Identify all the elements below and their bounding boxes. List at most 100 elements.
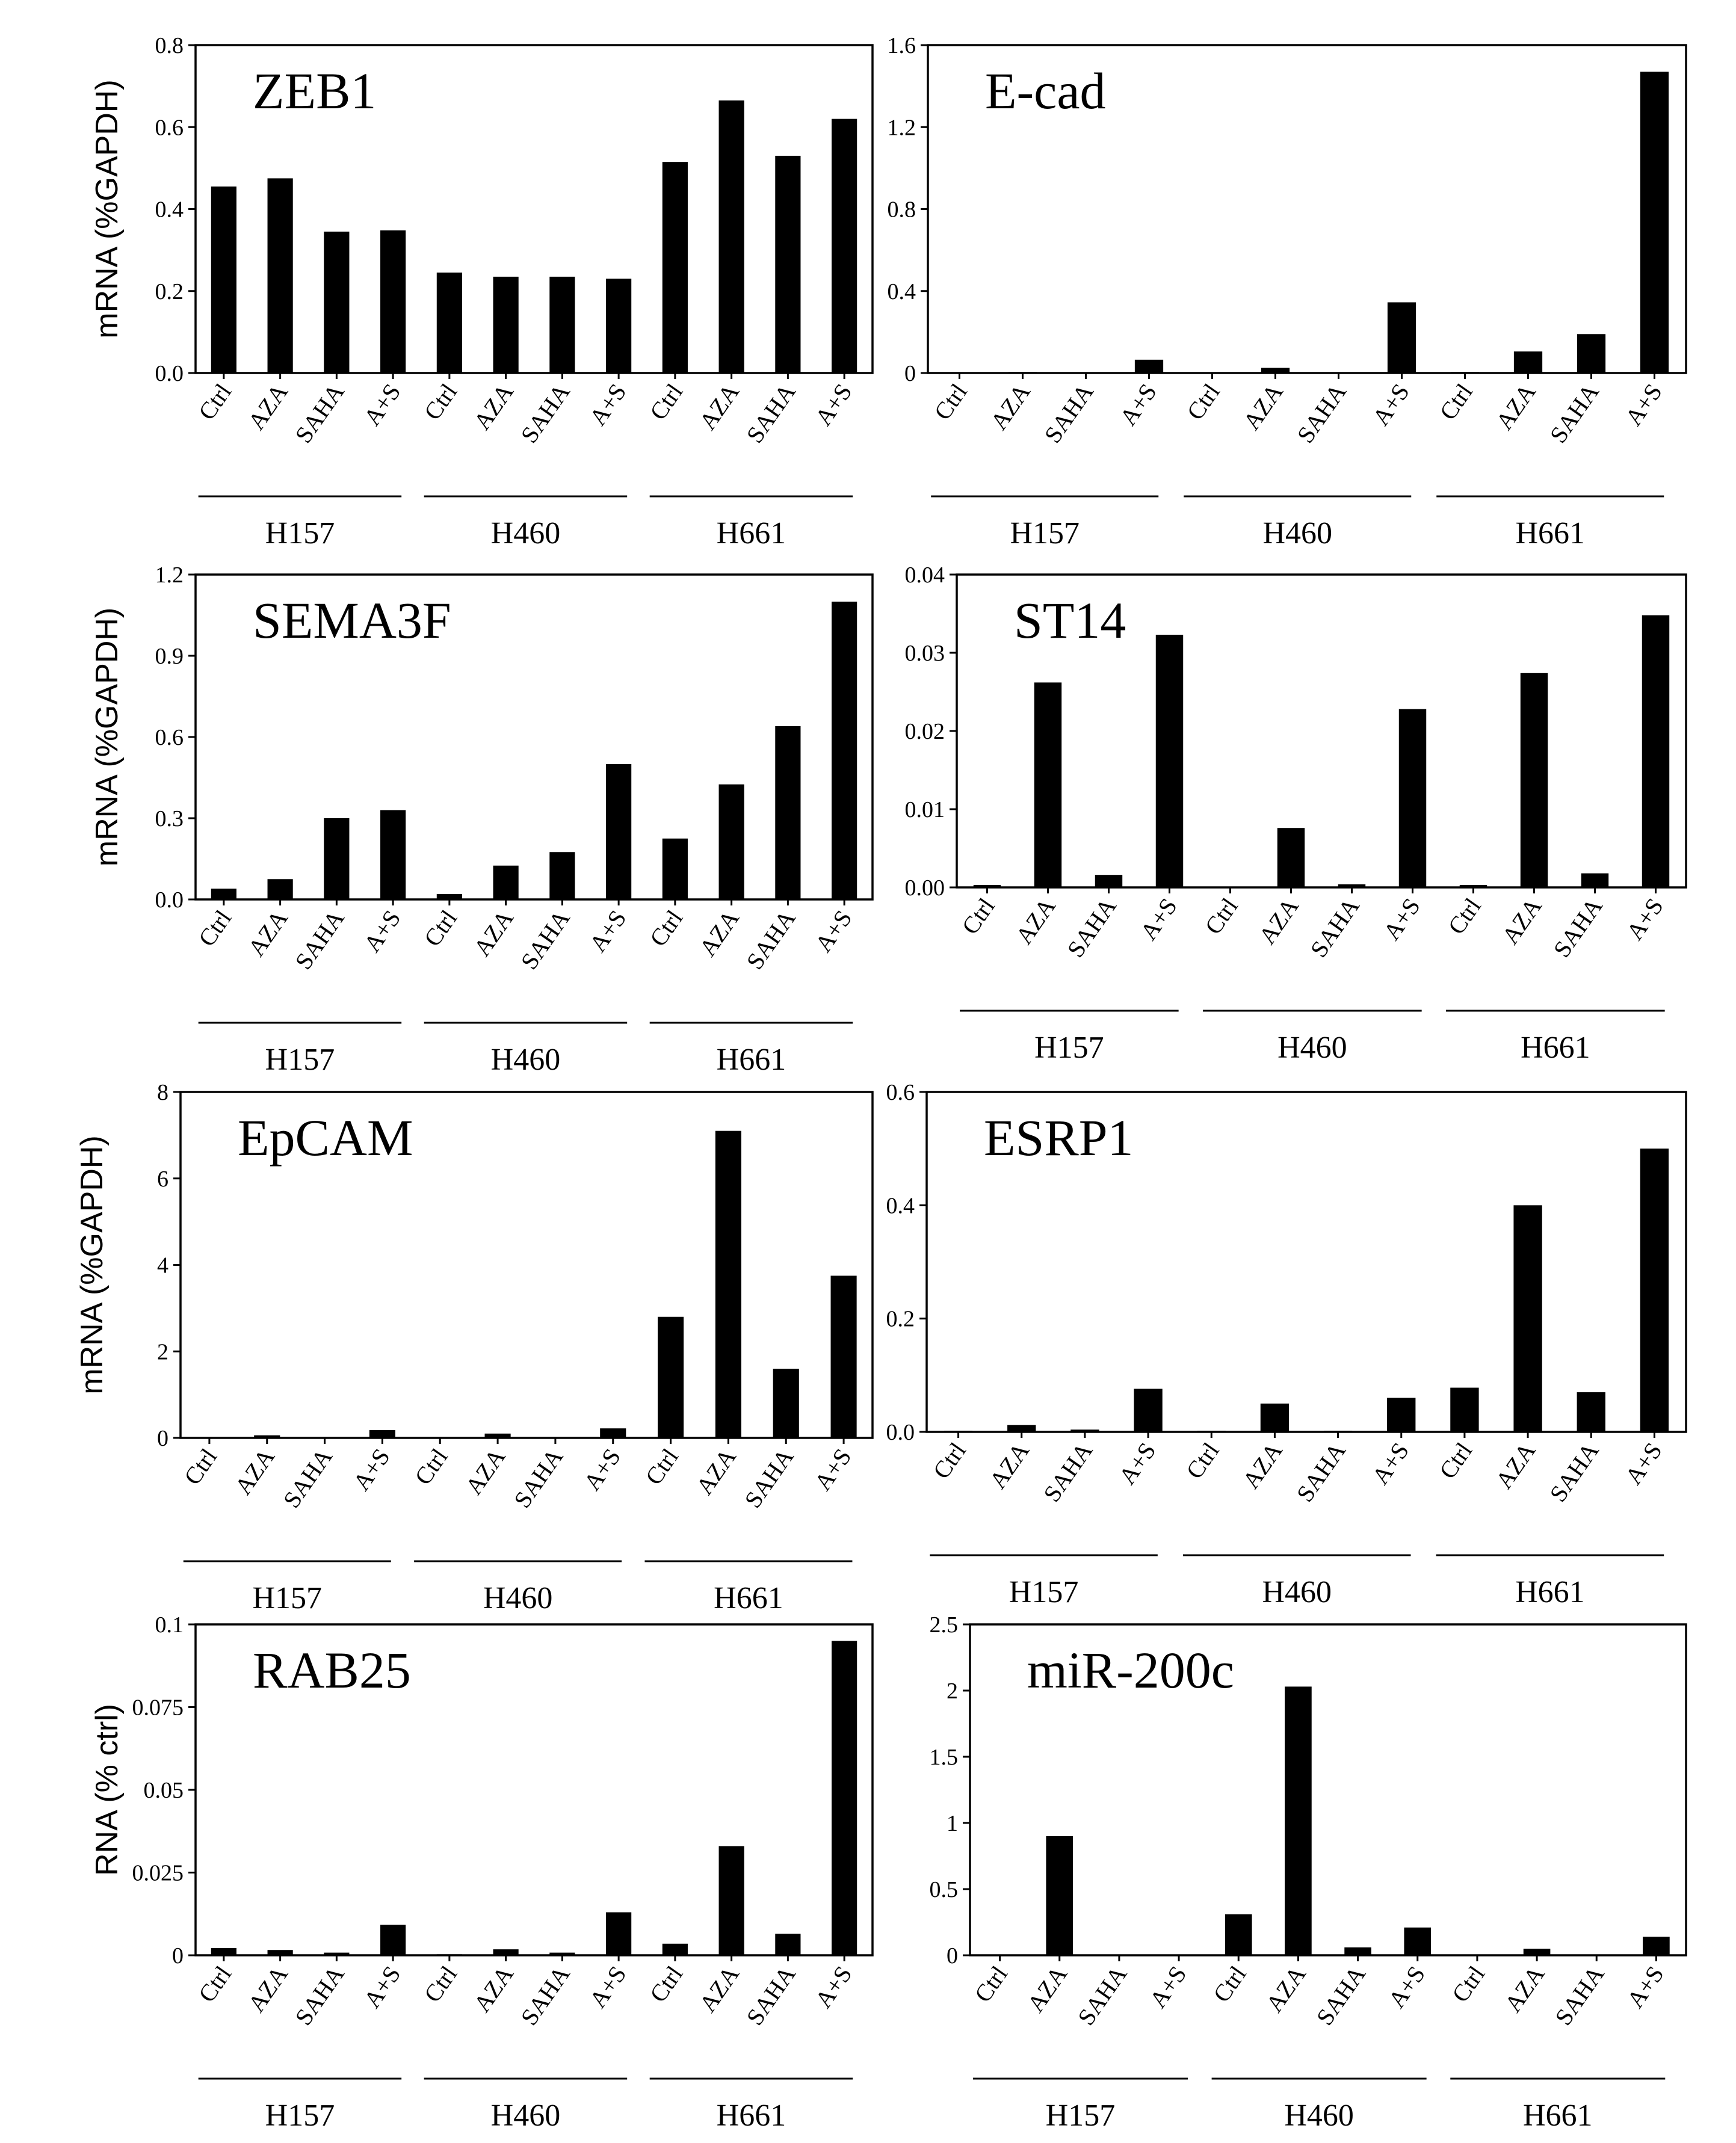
y-tick-label: 0.6	[155, 725, 184, 750]
category-label: SAHA	[741, 1961, 800, 2030]
chart-title: EpCAM	[238, 1109, 413, 1167]
y-tick-label: 1.2	[155, 563, 184, 588]
y-tick-label: 1.5	[930, 1745, 959, 1770]
group-label: H157	[265, 2098, 335, 2133]
category-label: SAHA	[1038, 1437, 1098, 1506]
y-tick-label: 0.02	[905, 719, 945, 744]
chart-title: ZEB1	[253, 62, 376, 120]
y-tick-label: 0.2	[155, 279, 184, 304]
bar-H661-Ctrl	[658, 1316, 684, 1438]
category-label: SAHA	[1548, 893, 1608, 962]
group-label: H157	[265, 1043, 335, 1077]
bar-H157-SAHA	[324, 818, 350, 899]
y-tick-label: 2	[157, 1339, 168, 1364]
category-label: Ctrl	[956, 893, 1000, 939]
category-label: SAHA	[289, 378, 349, 448]
category-label: A+S	[1383, 1961, 1430, 2012]
group-label: H661	[1521, 1031, 1590, 1065]
y-tick-label: 0.025	[132, 1861, 184, 1886]
bar-H661-SAHA	[775, 726, 801, 899]
bar-H460-A+S	[606, 279, 632, 373]
category-label: SAHA	[1291, 1437, 1351, 1506]
bar-H661-AZA	[718, 784, 744, 899]
category-label: A+S	[1144, 1961, 1191, 2012]
category-label: SAHA	[515, 905, 575, 974]
category-label: SAHA	[508, 1443, 568, 1512]
bar-H157-SAHA	[1070, 1429, 1099, 1432]
category-label: A+S	[809, 378, 857, 430]
category-label: AZA	[1261, 1961, 1311, 2017]
y-tick-label: 0.8	[155, 33, 184, 58]
bar-H661-Ctrl	[1450, 1387, 1479, 1432]
chart-title: SEMA3F	[253, 591, 451, 649]
bar-H460-Ctrl	[436, 273, 462, 373]
chart-title: ST14	[1014, 591, 1126, 649]
bar-H460-A+S	[1387, 1398, 1416, 1432]
category-label: Ctrl	[1199, 893, 1243, 939]
y-axis-label: mRNA (%GAPDH)	[75, 1135, 110, 1394]
y-tick-label: 4	[157, 1253, 168, 1278]
chart-title: E-cad	[985, 62, 1106, 120]
bar-H157-SAHA	[1071, 372, 1101, 373]
category-label: SAHA	[739, 1443, 798, 1512]
category-label: AZA	[242, 378, 293, 434]
group-label: H157	[1010, 516, 1080, 550]
category-label: SAHA	[515, 1961, 575, 2030]
bar-H460-AZA	[1277, 828, 1305, 887]
category-label: A+S	[584, 378, 631, 430]
bar-H460-AZA	[493, 1949, 519, 1955]
category-label: Ctrl	[419, 905, 463, 951]
category-label: A+S	[358, 905, 406, 957]
bar-H661-SAHA	[775, 155, 801, 373]
category-label: Ctrl	[640, 1443, 684, 1490]
group-label: H661	[1515, 516, 1585, 550]
group-label: H157	[1034, 1031, 1104, 1065]
group-label: H661	[717, 1043, 786, 1077]
bar-H460-Ctrl	[427, 1437, 453, 1438]
bar-H460-Ctrl	[436, 894, 462, 899]
bar-H460-SAHA	[1324, 372, 1353, 373]
category-label: AZA	[1010, 893, 1061, 949]
category-label: Ctrl	[1181, 378, 1225, 425]
group-label: H460	[491, 1043, 561, 1077]
bar-H460-Ctrl	[1225, 1914, 1252, 1955]
category-label: Ctrl	[1208, 1961, 1252, 2007]
group-label: H661	[1515, 1575, 1585, 1609]
bar-H661-SAHA	[1577, 1392, 1605, 1432]
group-label: H460	[1277, 1031, 1347, 1065]
y-tick-label: 0.0	[155, 887, 184, 913]
category-label: AZA	[1253, 893, 1304, 949]
bar-H157-AZA	[1046, 1836, 1073, 1955]
bar-H460-SAHA	[1323, 1431, 1353, 1432]
bar-H661-SAHA	[1581, 873, 1609, 887]
bar-H661-A+S	[1640, 72, 1669, 373]
bar-H661-A+S	[832, 1641, 857, 1955]
category-label: SAHA	[289, 1961, 349, 2030]
bar-H661-A+S	[830, 1275, 857, 1438]
bar-H661-Ctrl	[1450, 372, 1480, 373]
y-tick-label: 1.6	[888, 33, 916, 58]
category-label: Ctrl	[1442, 893, 1486, 939]
y-tick-label: 0.3	[155, 806, 184, 831]
category-label: A+S	[584, 1961, 631, 2012]
y-tick-label: 0.4	[155, 197, 184, 223]
bar-H157-A+S	[1155, 635, 1184, 887]
category-label: AZA	[1490, 1437, 1540, 1493]
group-label: H157	[265, 516, 335, 550]
bar-H157-AZA	[1034, 682, 1062, 887]
plot-frame	[925, 1091, 1687, 1433]
bar-H157-AZA	[1007, 1425, 1036, 1432]
category-label: AZA	[1238, 378, 1288, 434]
bar-H661-AZA	[718, 1846, 744, 1955]
category-label: A+S	[1378, 893, 1426, 945]
y-tick-label: 6	[157, 1167, 168, 1192]
y-tick-label: 0.03	[905, 641, 945, 666]
category-label: Ctrl	[419, 378, 463, 425]
category-label: SAHA	[1549, 1961, 1609, 2030]
bar-H157-Ctrl	[211, 1947, 236, 1955]
category-label: SAHA	[1305, 893, 1365, 962]
category-label: Ctrl	[419, 1961, 463, 2007]
y-tick-label: 1.2	[888, 115, 916, 140]
